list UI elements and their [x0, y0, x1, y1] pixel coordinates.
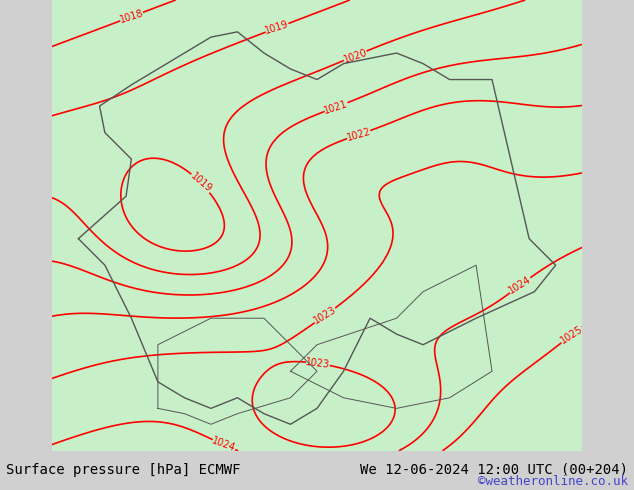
Text: Surface pressure [hPa] ECMWF: Surface pressure [hPa] ECMWF: [6, 463, 241, 477]
Text: 1021: 1021: [323, 98, 349, 116]
Text: 1024: 1024: [210, 436, 237, 454]
Text: 1024: 1024: [507, 274, 533, 296]
Text: 1022: 1022: [346, 126, 372, 143]
Text: 1019: 1019: [264, 19, 290, 36]
Text: ©weatheronline.co.uk: ©weatheronline.co.uk: [477, 475, 628, 488]
FancyBboxPatch shape: [52, 0, 582, 451]
Text: 1018: 1018: [119, 8, 145, 25]
Text: We 12-06-2024 12:00 UTC (00+204): We 12-06-2024 12:00 UTC (00+204): [359, 463, 628, 477]
Text: 1025: 1025: [559, 324, 585, 346]
Text: 1023: 1023: [312, 305, 338, 326]
Text: 1019: 1019: [188, 171, 214, 195]
Text: 1020: 1020: [342, 47, 368, 65]
Text: 1023: 1023: [305, 357, 331, 370]
